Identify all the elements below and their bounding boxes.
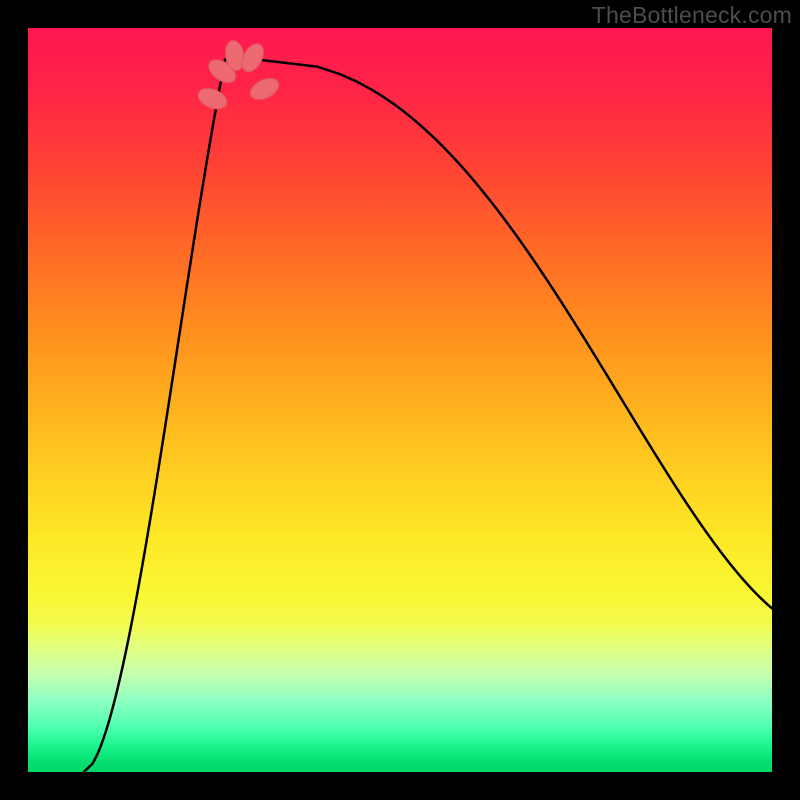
chart-container: TheBottleneck.com (0, 0, 800, 800)
plot-area (28, 28, 772, 772)
chart-svg (28, 28, 772, 772)
watermark-label: TheBottleneck.com (592, 2, 792, 29)
gradient-background (28, 28, 772, 772)
